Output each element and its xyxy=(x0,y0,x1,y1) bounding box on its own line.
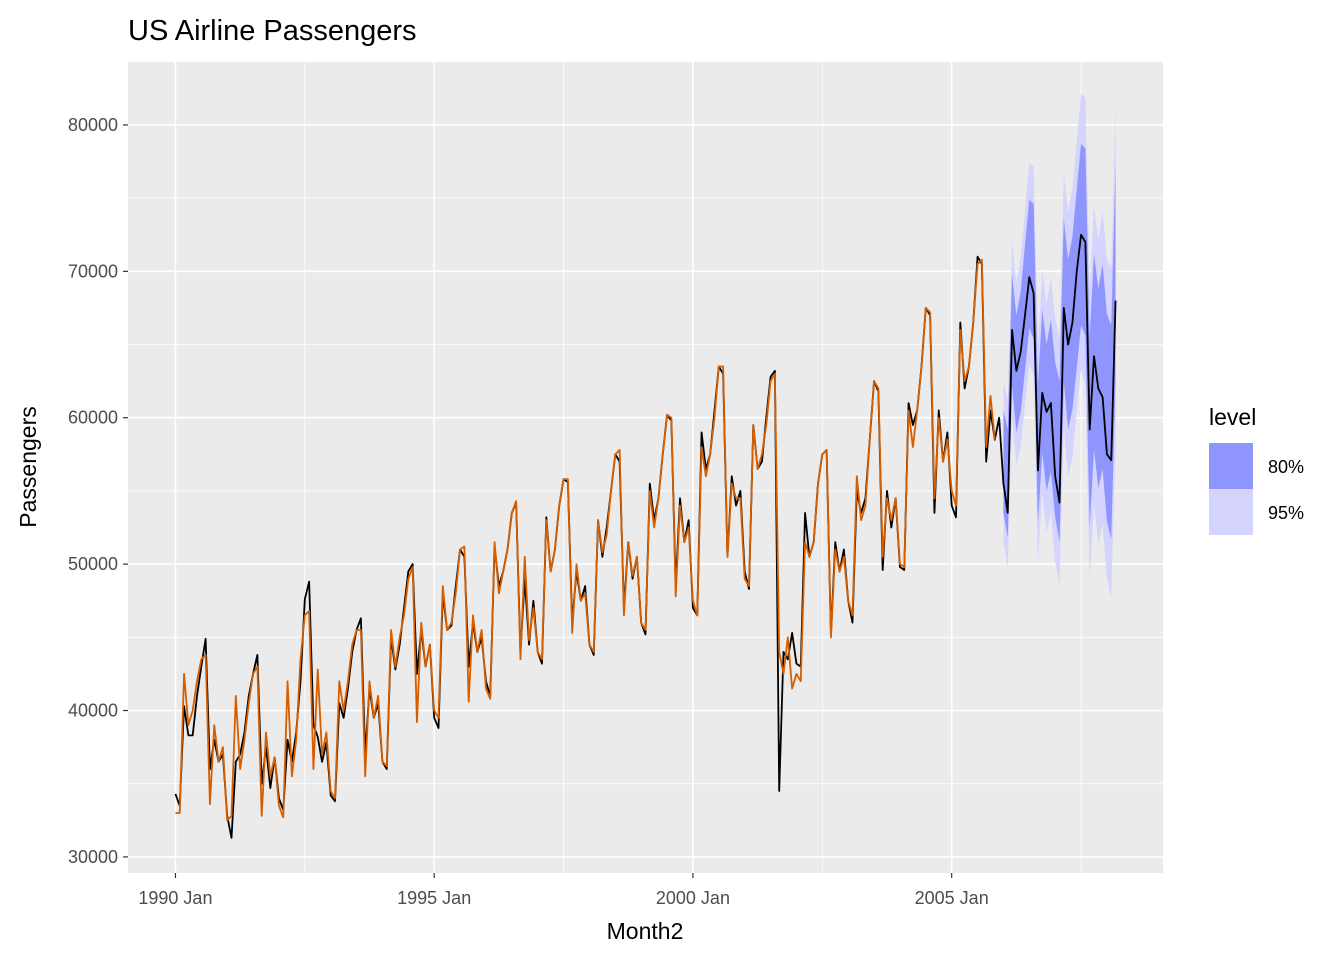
y-axis-title: Passengers xyxy=(15,406,41,527)
legend-label: 80% xyxy=(1268,457,1304,477)
x-tick-label: 1995 Jan xyxy=(397,888,471,908)
y-tick-label: 70000 xyxy=(68,261,118,281)
panel xyxy=(128,62,1163,873)
legend-key xyxy=(1209,443,1253,489)
x-tick-label: 1990 Jan xyxy=(138,888,212,908)
x-tick-label: 2005 Jan xyxy=(915,888,989,908)
legend-title: level xyxy=(1209,404,1256,430)
chart-title: US Airline Passengers xyxy=(128,15,417,47)
forecast-band xyxy=(1003,143,1116,543)
legend-label: 95% xyxy=(1268,503,1304,523)
y-tick-label: 50000 xyxy=(68,554,118,574)
y-tick-label: 60000 xyxy=(68,408,118,428)
y-tick-label: 30000 xyxy=(68,847,118,867)
x-tick-label: 2000 Jan xyxy=(656,888,730,908)
legend-key xyxy=(1209,489,1253,535)
y-tick-label: 40000 xyxy=(68,701,118,721)
x-axis-title: Month2 xyxy=(607,918,684,944)
y-tick-label: 80000 xyxy=(68,115,118,135)
series-line xyxy=(175,258,996,822)
